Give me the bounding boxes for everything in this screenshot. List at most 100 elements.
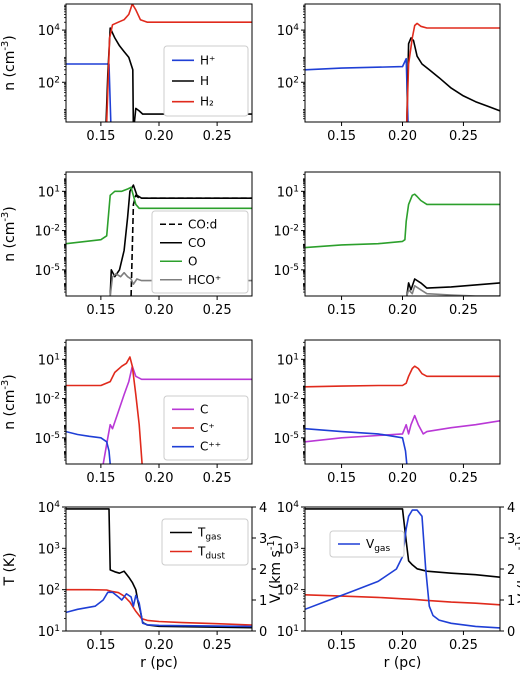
y2-tick-label: 1 (507, 594, 515, 609)
series-line-o (66, 186, 252, 245)
y-tick-label: 104​ (277, 500, 300, 516)
axes-frame (304, 339, 501, 465)
y-ticks: 101​ 102​ 103​ 104​ (277, 500, 305, 640)
series-line-h (105, 4, 252, 122)
x-tick-label: 0.15 (327, 303, 356, 318)
x-tick-label: 0.25 (449, 129, 478, 144)
series-line-cplusplus (305, 427, 408, 464)
legend: C C⁺ C⁺⁺ (163, 395, 249, 461)
y-ticks: 10-5​ 10-2​ 101​ (273, 341, 305, 461)
series-line-co-d (130, 194, 252, 296)
series-line-hplus (66, 63, 112, 122)
series-group (305, 193, 500, 296)
y2-axis-label: V (km s-1​) (514, 535, 520, 603)
y-tick-label: 103​ (38, 541, 60, 557)
y-tick-label: 10-5​ (34, 263, 60, 279)
x-tick-label: 0.25 (203, 638, 232, 653)
panel-second-row-right: 0.15 0.20 0.25 10-5​ 10-2​ 101​ (273, 171, 501, 318)
x-tick-label: 0.15 (86, 303, 115, 318)
legend-box (329, 530, 405, 558)
series-line-hplus (305, 57, 409, 122)
y-ticks: 10-5​ 10-2​ 101​ (273, 173, 305, 293)
y-tick-label: 10-2​ (273, 224, 299, 240)
y-ticks: 10-5​ 10-2​ 101​ (34, 173, 66, 293)
x-ticks: 0.15 0.20 0.25 (327, 631, 478, 653)
series-group (305, 365, 500, 464)
x-ticks: 0.15 0.20 0.25 (86, 296, 232, 318)
x-tick-label: 0.15 (86, 471, 115, 486)
panel-third-row-left: 0.15 0.20 0.25 10-5​ 10-2​ 101​ n (cm-3​) C C⁺ C⁺… (0, 339, 253, 486)
y-tick-label: 102​ (277, 583, 299, 599)
series-group (66, 4, 252, 122)
y2-tick-label: 2 (507, 563, 515, 578)
legend-label-hcoplus: HCO⁺ (188, 273, 221, 287)
series-line-cplusplus (66, 430, 111, 464)
y-tick-label: 102​ (38, 75, 60, 91)
y2-tick-label: 2 (259, 563, 267, 578)
legend-label-t-gas: Tgas​ (197, 526, 222, 543)
panel-third-row-right: 0.15 0.20 0.25 10-5​ 10-2​ 101​ (273, 339, 501, 486)
y-ticks: 102​ 104​ (277, 4, 305, 120)
legend-label-c: C (200, 402, 208, 416)
legend-label-co: CO (188, 236, 206, 250)
legend-label-h: H (200, 74, 209, 88)
y-tick-label: 10-2​ (273, 392, 299, 408)
series-line-cplus (305, 365, 500, 388)
y2-tick-label: 0 (507, 625, 515, 640)
y2-tick-label: 0 (259, 625, 267, 640)
legend-box (161, 518, 249, 566)
series-group (305, 22, 500, 122)
x-ticks: 0.15 0.20 0.25 (327, 122, 478, 144)
series-line-c (102, 365, 252, 464)
x-tick-label: 0.25 (203, 129, 232, 144)
x-tick-label: 0.20 (388, 129, 417, 144)
x-tick-label: 0.15 (327, 129, 356, 144)
x-ticks: 0.15 0.20 0.25 (86, 464, 232, 486)
y-ticks: 101​ 102​ 103​ 104​ (38, 500, 66, 640)
legend-label-t-dust: Tdust​ (197, 545, 225, 562)
panel-bottom-right: 0.15 0.20 0.25 101​ 102​ 103​ 104​ 0 1 2 3 4 V (km s… (277, 500, 520, 671)
series-line-v-gas (66, 591, 252, 628)
x-tick-label: 0.15 (86, 129, 115, 144)
series-group (66, 356, 252, 464)
x-ticks: 0.15 0.20 0.25 (327, 296, 478, 318)
series-group (66, 184, 252, 296)
series-line-t-dust (66, 588, 252, 626)
legend: Vgas​ (329, 530, 405, 558)
x-tick-label: 0.25 (449, 303, 478, 318)
y-tick-label: 104​ (277, 23, 300, 39)
y-tick-label: 103​ (277, 541, 299, 557)
x-tick-label: 0.20 (388, 303, 417, 318)
legend: CO:d CO O HCO⁺ (151, 210, 249, 294)
series-line-h (406, 37, 500, 122)
series-line-v-gas (305, 509, 500, 629)
panel-bottom-left: 0.15 0.20 0.25 101​ 102​ 103​ 104​ 0 1 2 3 4 T (K) V … (2, 500, 284, 671)
y-tick-label: 101​ (38, 184, 60, 200)
x-tick-label: 0.20 (145, 129, 174, 144)
y-tick-label: 10-2​ (34, 224, 60, 240)
x-tick-label: 0.15 (327, 471, 356, 486)
x-tick-label: 0.25 (449, 638, 478, 653)
y-axis-label: n (cm-3​) (0, 374, 18, 430)
panel-top-left: 0.15 0.20 0.25 102​ 104​ n (cm-3​) H⁺ H H₂ (0, 3, 253, 144)
x-tick-label: 0.20 (145, 638, 174, 653)
legend: H⁺ H H₂ (163, 45, 249, 117)
legend: Tgas​ Tdust​ (161, 518, 249, 566)
x-tick-label: 0.15 (86, 638, 115, 653)
x-tick-label: 0.20 (388, 471, 417, 486)
x-ticks: 0.15 0.20 0.25 (86, 631, 232, 653)
series-line-hcoplus (109, 271, 252, 296)
y-tick-label: 10-5​ (273, 431, 299, 447)
y-tick-label: 10-5​ (34, 431, 60, 447)
series-line-t-dust (305, 594, 500, 606)
y-tick-label: 101​ (277, 184, 299, 200)
y2-tick-label: 4 (507, 501, 515, 516)
y-tick-label: 102​ (38, 583, 60, 599)
x-tick-label: 0.20 (388, 638, 417, 653)
y-axis-label: n (cm-3​) (0, 35, 18, 91)
legend-box (163, 45, 249, 117)
y-tick-label: 101​ (277, 352, 299, 368)
